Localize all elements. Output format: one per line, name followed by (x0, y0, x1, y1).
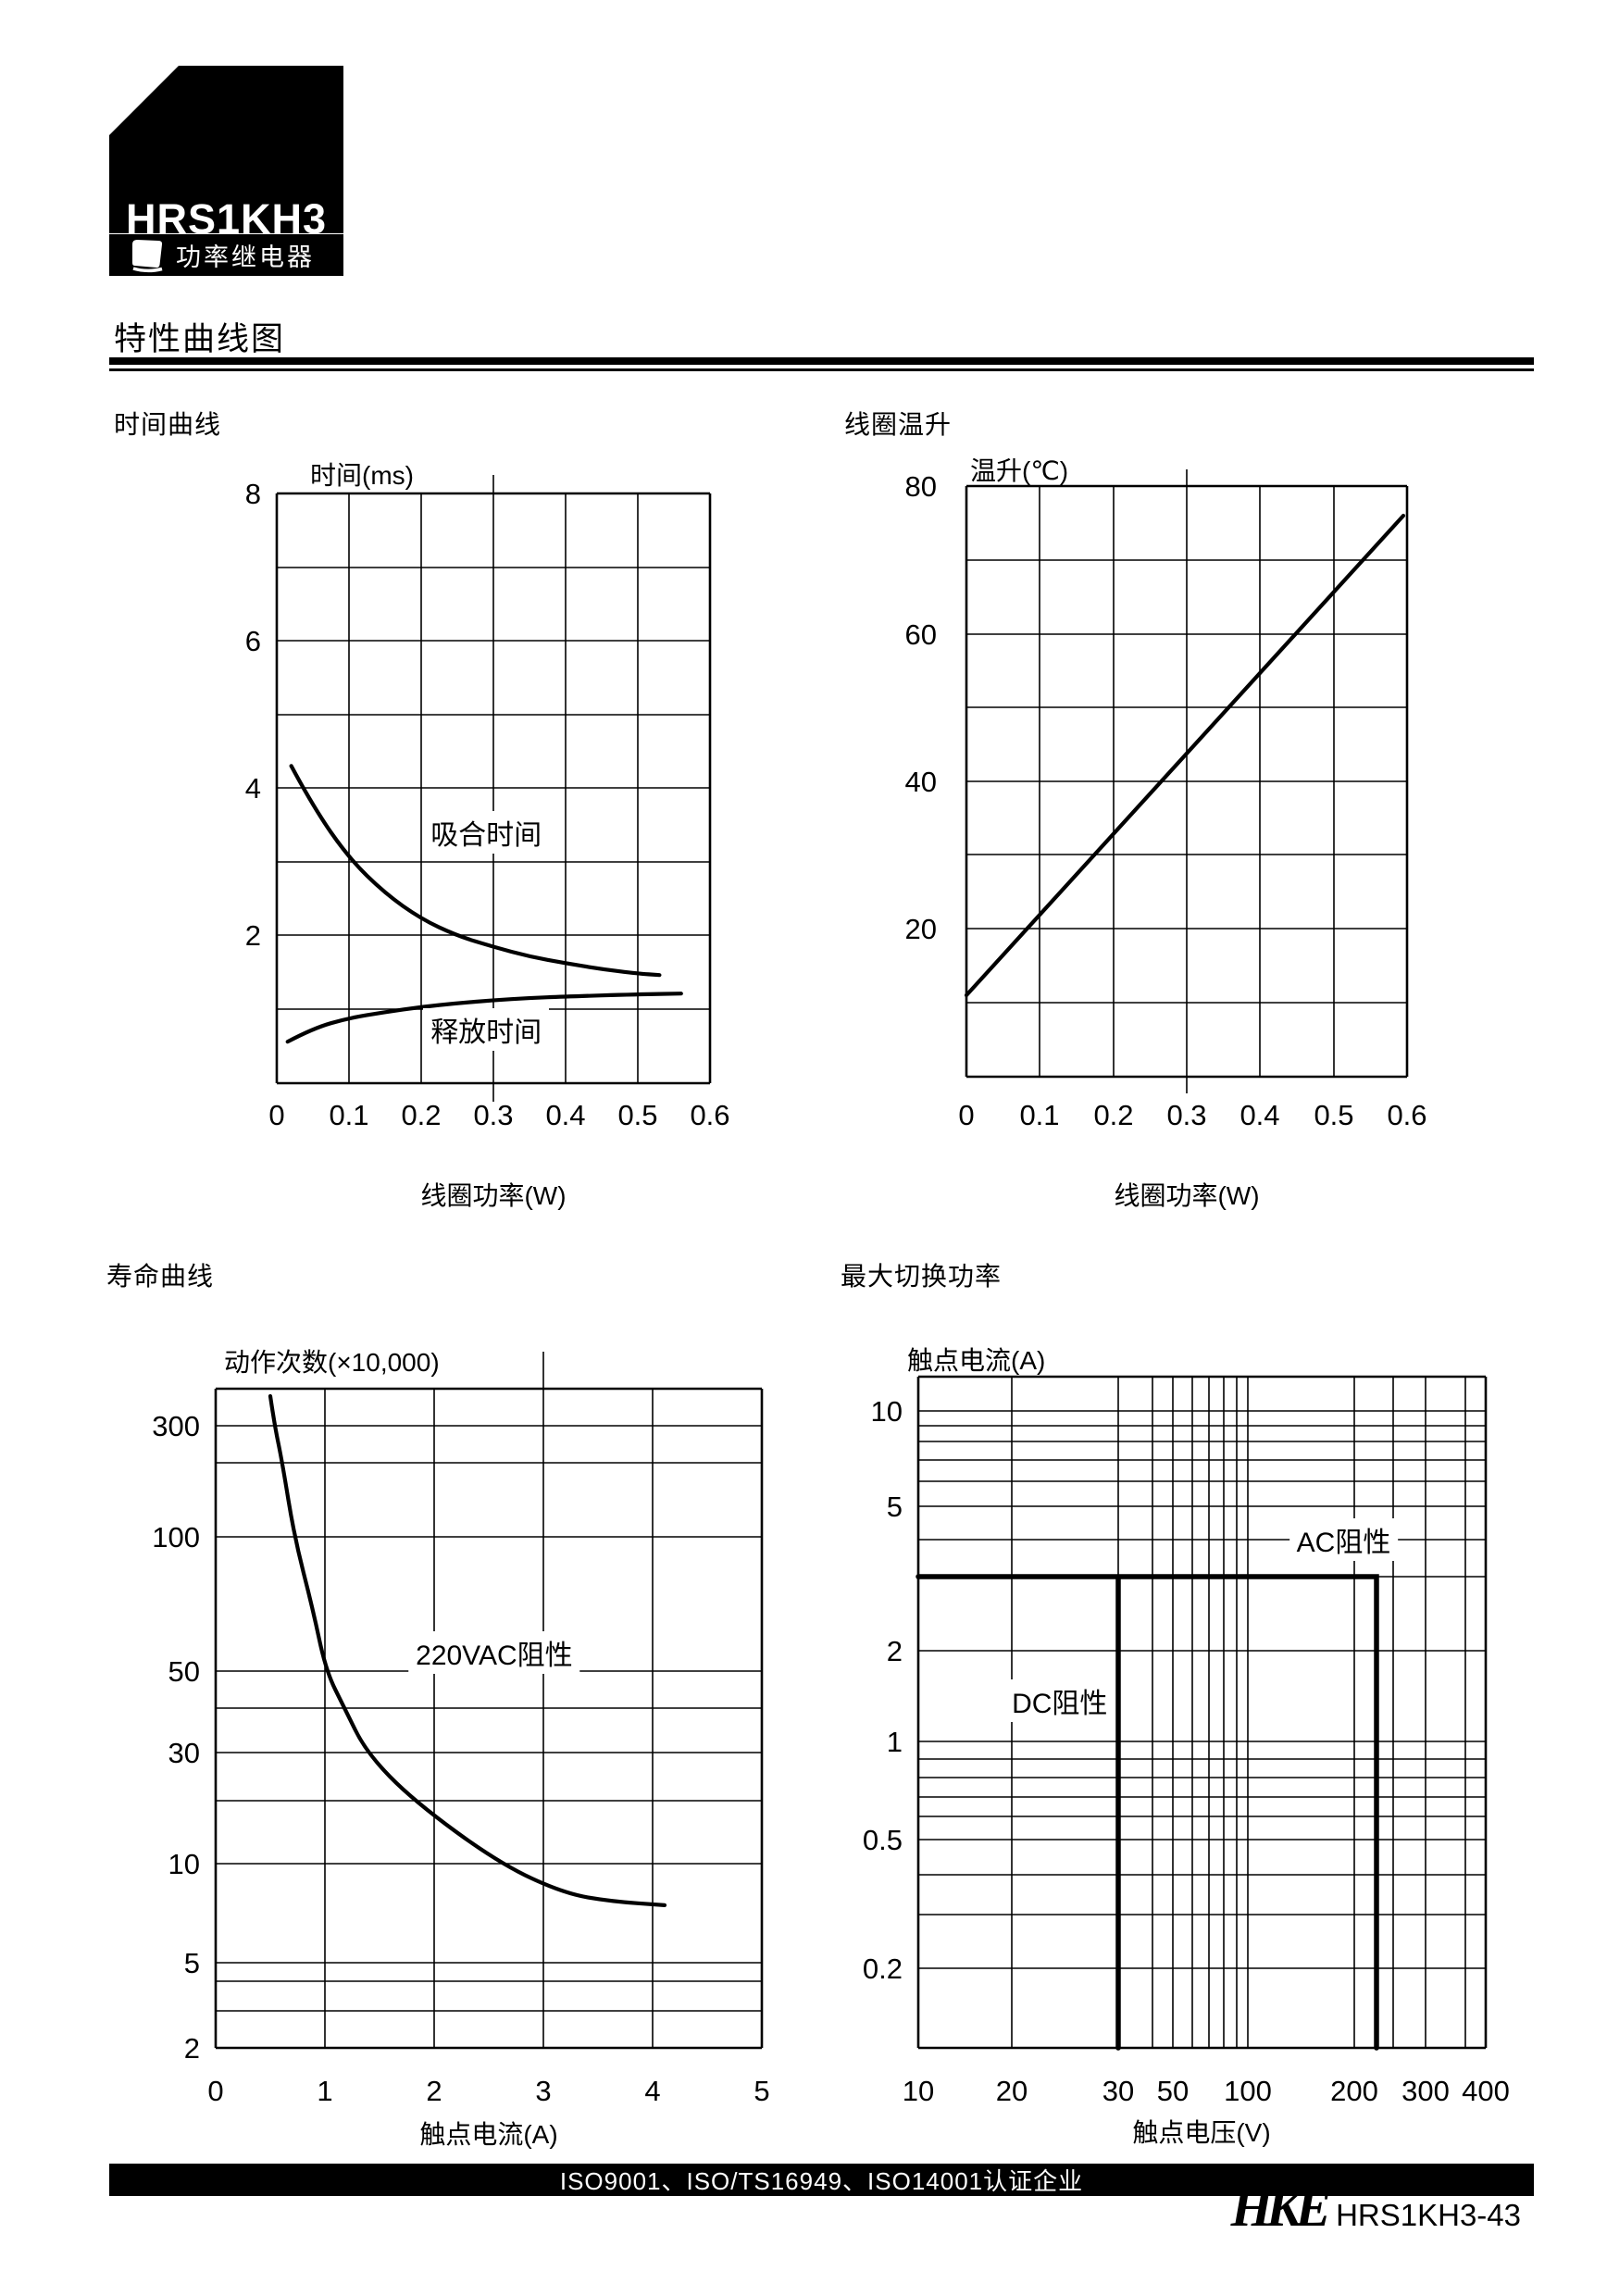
y-axis-title-contact-current: 触点电流(A) (907, 1346, 1046, 1375)
curve-label-dc-resistive: DC阻性 (1004, 1678, 1115, 1722)
x-tick-label: 0.6 (1387, 1099, 1426, 1131)
x-tick-label: 0.5 (1314, 1099, 1353, 1131)
relay-icon (132, 239, 163, 272)
x-tick-label: 0.1 (329, 1099, 368, 1131)
x-axis-title-coil-power-2: 线圈功率(W) (1114, 1181, 1260, 1210)
x-tick-label: 0.1 (1019, 1099, 1059, 1131)
x-axis-title-coil-power-1: 线圈功率(W) (420, 1181, 567, 1210)
x-tick-label: 0.2 (1093, 1099, 1133, 1131)
series-coil-temp-rise-0 (964, 513, 1406, 998)
series-life-curve-0 (268, 1393, 667, 1907)
x-tick-label: 0.4 (545, 1099, 585, 1131)
x-tick-label: 0 (207, 2075, 223, 2107)
y-tick-label: 10 (871, 1395, 903, 1428)
y-tick-label: 2 (245, 919, 261, 952)
x-tick-label: 0.3 (1166, 1099, 1206, 1131)
footer-certification-bar: ISO9001、ISO/TS16949、ISO14001认证企业 (109, 2164, 1534, 2196)
x-tick-label: 3 (535, 2075, 551, 2107)
chart-life-curve: 0 1 2 3 4 5 300 100 50 30 10 5 2 (152, 1352, 770, 2107)
product-code: HRS1KH3 (125, 195, 328, 243)
x-tick-label: 2 (426, 2075, 442, 2107)
x-tick-label: 300 (1401, 2075, 1450, 2107)
curve-label-release-time: 释放时间 (423, 1008, 550, 1052)
y-axis-title-temp-rise: 温升(℃) (970, 456, 1069, 485)
y-tick-label: 100 (152, 1521, 200, 1554)
chart-max-switching-power: 10 20 30 50 100 200 300 400 10 5 2 1 0.5 0.2 (863, 1375, 1510, 2107)
page-title: 特性曲线图 (114, 321, 286, 357)
x-tick-label: 0.3 (473, 1099, 513, 1131)
y-tick-label: 4 (245, 772, 261, 805)
y-tick-label: 5 (184, 1947, 200, 1979)
y-axis-title-operations: 动作次数(×10,000) (224, 1348, 440, 1377)
series-time-curves-0 (289, 764, 662, 978)
x-tick-label: 0.5 (617, 1099, 657, 1131)
series-max-switching-power-0 (916, 1574, 1379, 2051)
section-title-max-switching: 最大切换功率 (841, 1262, 1003, 1291)
x-tick-label: 400 (1462, 2075, 1510, 2107)
y-tick-label: 300 (152, 1410, 200, 1442)
doc-code: HRS1KH3-43 (1336, 2198, 1521, 2232)
x-tick-label: 0.4 (1240, 1099, 1279, 1131)
y-tick-label: 8 (245, 478, 261, 510)
x-tick-label: 20 (996, 2075, 1028, 2107)
y-tick-label: 0.5 (863, 1824, 903, 1856)
y-tick-label: 40 (905, 766, 937, 798)
title-rule-thin (109, 368, 1534, 371)
y-tick-label: 0.2 (863, 1953, 903, 1985)
y-tick-label: 10 (168, 1848, 200, 1880)
x-tick-label: 50 (1157, 2075, 1189, 2107)
y-tick-label: 80 (905, 470, 937, 503)
title-rule-thick (109, 357, 1534, 365)
y-tick-label: 1 (887, 1726, 903, 1758)
x-tick-label: 0 (268, 1099, 284, 1131)
x-tick-label: 10 (903, 2075, 934, 2107)
curve-label-ac-resistive: AC阻性 (1289, 1518, 1399, 1561)
footer-brand-row: HKE HRS1KH3-43 (1148, 2181, 1521, 2235)
x-tick-label: 5 (754, 2075, 769, 2107)
y-tick-label: 30 (168, 1737, 200, 1769)
y-tick-label: 50 (168, 1655, 200, 1688)
y-tick-label: 60 (905, 618, 937, 651)
x-tick-label: 200 (1330, 2075, 1378, 2107)
x-tick-label: 0.6 (690, 1099, 729, 1131)
category-badge-label: 功率继电器 (176, 243, 315, 271)
chart-time-curves: 0 0.1 0.2 0.3 0.4 0.5 0.6 8 6 4 2 (245, 475, 730, 1131)
y-axis-title-time: 时间(ms) (310, 461, 414, 490)
x-tick-label: 30 (1102, 2075, 1134, 2107)
y-tick-label: 6 (245, 625, 261, 657)
chart-coil-temp-rise: 0 0.1 0.2 0.3 0.4 0.5 0.6 80 60 40 20 (905, 469, 1427, 1131)
section-title-time-curves: 时间曲线 (114, 410, 222, 439)
product-logo-block: HRS1KH3 (109, 66, 343, 233)
category-badge: 功率继电器 (109, 234, 343, 276)
section-title-life-curve: 寿命曲线 (106, 1262, 215, 1291)
x-axis-title-contact-current: 触点电流(A) (419, 2120, 558, 2149)
y-tick-label: 20 (905, 913, 937, 945)
x-tick-label: 0 (958, 1099, 974, 1131)
certification-text: ISO9001、ISO/TS16949、ISO14001认证企业 (559, 2167, 1084, 2195)
x-tick-label: 4 (644, 2075, 660, 2107)
x-axis-title-contact-voltage: 触点电压(V) (1132, 2118, 1271, 2147)
x-tick-label: 100 (1224, 2075, 1272, 2107)
x-tick-label: 1 (317, 2075, 332, 2107)
y-tick-label: 5 (887, 1491, 903, 1523)
x-tick-label: 0.2 (401, 1099, 441, 1131)
curve-label-220vac-resistive: 220VAC阻性 (408, 1630, 580, 1674)
brand-logo: HKE (1230, 2177, 1331, 2238)
section-title-coil-temp: 线圈温升 (844, 410, 953, 439)
curve-label-pickup-time: 吸合时间 (423, 811, 550, 854)
y-tick-label: 2 (184, 2032, 200, 2065)
y-tick-label: 2 (887, 1635, 903, 1667)
series-time-curves-1 (285, 992, 683, 1044)
